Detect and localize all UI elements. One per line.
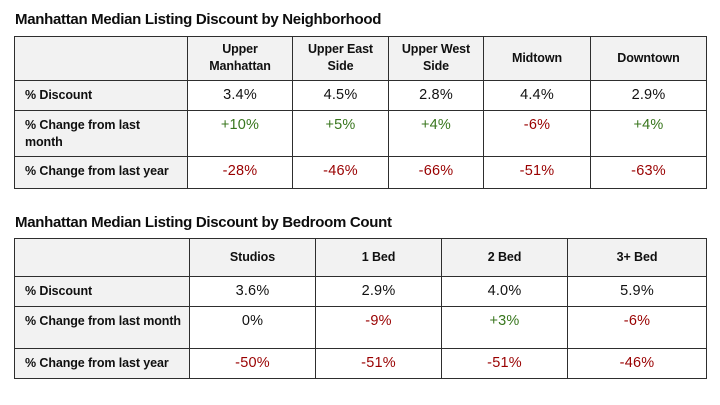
neighborhood-table: Upper Manhattan Upper East Side Upper We… bbox=[14, 35, 707, 189]
table-cell: 3.6% bbox=[189, 276, 316, 307]
table-cell: 4.5% bbox=[292, 79, 389, 111]
column-header-midtown: Midtown bbox=[483, 35, 591, 81]
table-cell: 2.8% bbox=[388, 79, 484, 111]
column-header-2-bed: 2 Bed bbox=[441, 238, 568, 277]
table-cell: 2.9% bbox=[315, 276, 442, 307]
corner-cell bbox=[14, 35, 188, 81]
table-cell: -66% bbox=[388, 155, 484, 189]
column-header-3-plus-bed: 3+ Bed bbox=[567, 238, 707, 277]
table-cell: -28% bbox=[187, 155, 293, 189]
table-cell: 4.4% bbox=[483, 79, 591, 111]
table-cell: -51% bbox=[441, 348, 568, 379]
table-cell: -6% bbox=[567, 306, 707, 349]
table-row-discount: % Discount 3.6% 2.9% 4.0% 5.9% bbox=[14, 276, 707, 307]
row-label-discount: % Discount bbox=[14, 79, 188, 111]
table-cell: -46% bbox=[292, 155, 389, 189]
column-header-upper-manhattan: Upper Manhattan bbox=[187, 35, 293, 81]
table-cell: +4% bbox=[388, 109, 484, 157]
column-header-upper-east-side: Upper East Side bbox=[292, 35, 389, 81]
table-cell: -6% bbox=[483, 109, 591, 157]
table-cell: 4.0% bbox=[441, 276, 568, 307]
table-cell: -50% bbox=[189, 348, 316, 379]
row-label-discount: % Discount bbox=[14, 276, 190, 307]
table-row-change-month: % Change from last month +10% +5% +4% -6… bbox=[14, 109, 707, 157]
bedroom-table-section: Manhattan Median Listing Discount by Bed… bbox=[14, 213, 707, 379]
neighborhood-table-section: Manhattan Median Listing Discount by Nei… bbox=[14, 11, 707, 189]
column-header-upper-west-side: Upper West Side bbox=[388, 35, 484, 81]
table-row-change-year: % Change from last year -28% -46% -66% -… bbox=[14, 155, 707, 189]
table-row-discount: % Discount 3.4% 4.5% 2.8% 4.4% 2.9% bbox=[14, 79, 707, 111]
page: Manhattan Median Listing Discount by Nei… bbox=[14, 11, 707, 379]
header-row: Studios 1 Bed 2 Bed 3+ Bed bbox=[14, 238, 707, 277]
corner-cell bbox=[14, 238, 190, 277]
column-header-1-bed: 1 Bed bbox=[315, 238, 442, 277]
row-label-change-month: % Change from last month bbox=[14, 306, 190, 349]
row-label-change-month: % Change from last month bbox=[14, 109, 188, 157]
table-cell: 3.4% bbox=[187, 79, 293, 111]
table-cell: -9% bbox=[315, 306, 442, 349]
table-cell: 5.9% bbox=[567, 276, 707, 307]
table-cell: -46% bbox=[567, 348, 707, 379]
table-row-change-month: % Change from last month 0% -9% +3% -6% bbox=[14, 306, 707, 349]
table-cell: +5% bbox=[292, 109, 389, 157]
table-row-change-year: % Change from last year -50% -51% -51% -… bbox=[14, 348, 707, 379]
column-header-downtown: Downtown bbox=[590, 35, 707, 81]
table-cell: 2.9% bbox=[590, 79, 707, 111]
column-header-studios: Studios bbox=[189, 238, 316, 277]
row-label-change-year: % Change from last year bbox=[14, 348, 190, 379]
neighborhood-table-title: Manhattan Median Listing Discount by Nei… bbox=[15, 11, 382, 28]
table-cell: -51% bbox=[483, 155, 591, 189]
table-cell: 0% bbox=[189, 306, 316, 349]
table-cell: +3% bbox=[441, 306, 568, 349]
bedroom-table-title: Manhattan Median Listing Discount by Bed… bbox=[15, 213, 392, 231]
table-cell: +10% bbox=[187, 109, 293, 157]
bedroom-table: Studios 1 Bed 2 Bed 3+ Bed % Discount 3.… bbox=[14, 238, 707, 379]
table-cell: -63% bbox=[590, 155, 707, 189]
row-label-change-year: % Change from last year bbox=[14, 155, 188, 189]
header-row: Upper Manhattan Upper East Side Upper We… bbox=[14, 35, 707, 81]
table-cell: +4% bbox=[590, 109, 707, 157]
table-cell: -51% bbox=[315, 348, 442, 379]
